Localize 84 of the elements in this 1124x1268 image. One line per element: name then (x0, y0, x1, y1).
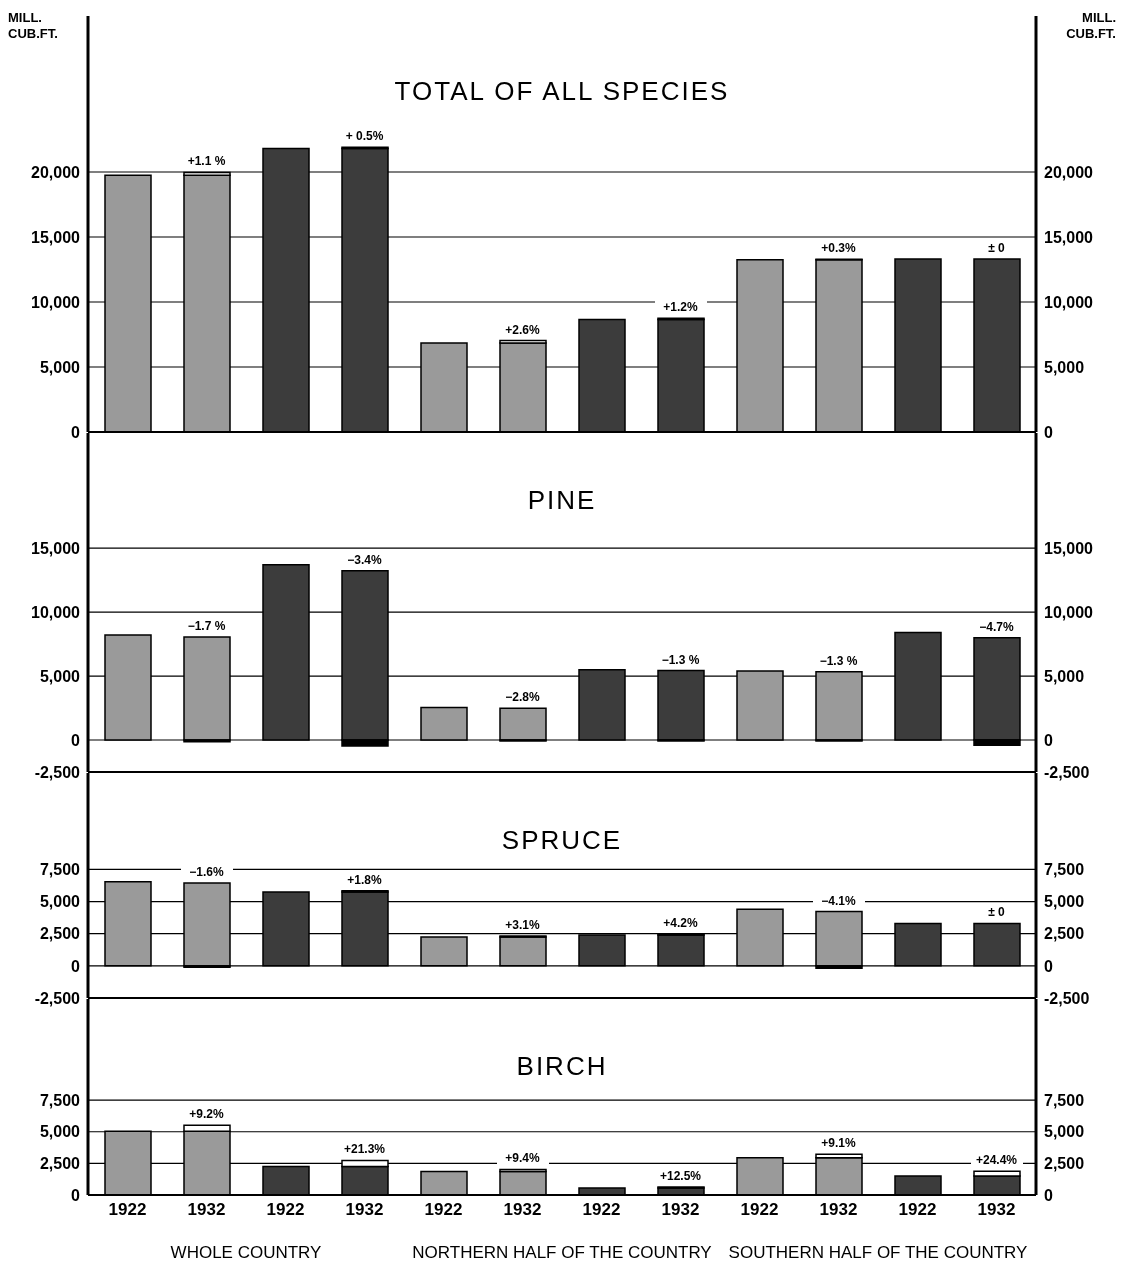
y2-tick-label: 0 (1044, 731, 1053, 749)
annotation: +1.1 % (180, 154, 233, 170)
annotation: + 0.5% (338, 129, 391, 145)
y2-tick-label: 7,500 (1044, 861, 1085, 879)
y-tick-label: 0 (71, 957, 81, 975)
y-tick-label: 20,000 (31, 163, 81, 181)
y-tick-label: 5,000 (39, 893, 81, 911)
y-tick-label: 10,000 (31, 603, 81, 621)
text: NORTHERN HALF OF THE COUNTRY (411, 1243, 713, 1263)
y-tick-label: 15,000 (31, 228, 81, 246)
y2-tick-label: 5,000 (1044, 358, 1085, 376)
annotation: ± 0 (970, 241, 1023, 257)
annotation: +24.4% (970, 1153, 1023, 1169)
y2-tick-label: 10,000 (1044, 603, 1094, 621)
x-tick-label: 1922 (108, 1200, 147, 1220)
y2-tick-label: 5,000 (1044, 1123, 1085, 1141)
annotation: −3.4% (338, 552, 391, 568)
text: WHOLE COUNTRY (169, 1243, 323, 1263)
annotation: +9.1% (812, 1136, 865, 1152)
text: TOTAL OF ALL SPECIES (393, 76, 731, 107)
y-tick-label: 5,000 (39, 667, 81, 685)
y-tick-label: 7,500 (39, 861, 81, 879)
y2-tick-label: -2,500 (1044, 989, 1090, 1007)
x-tick-label: 1922 (266, 1200, 305, 1220)
annotation: +9.4% (496, 1151, 549, 1167)
annotation: −2.8% (496, 690, 549, 706)
x-tick-label: 1932 (661, 1200, 700, 1220)
y-tick-label: 2,500 (39, 1155, 81, 1173)
annotation: −4.7% (970, 619, 1023, 635)
y2-tick-label: 0 (1044, 957, 1053, 975)
y-tick-label: 0 (71, 1186, 81, 1204)
y-tick-label: 7,500 (39, 1091, 81, 1109)
annotation: −1.3 % (654, 652, 707, 668)
annotation: +3.1% (496, 918, 549, 934)
annotation: +2.6% (496, 322, 549, 338)
y-tick-label: -2,500 (34, 763, 81, 781)
y-axis-title: MILL. CUB.FT. (8, 10, 59, 42)
annotation: +4.2% (654, 915, 707, 931)
text: BIRCH (515, 1051, 609, 1082)
annotation: −4.1% (812, 893, 865, 909)
y2-tick-label: 2,500 (1044, 925, 1085, 943)
x-tick-label: 1922 (740, 1200, 779, 1220)
y2-tick-label: 20,000 (1044, 163, 1094, 181)
x-tick-label: 1922 (424, 1200, 463, 1220)
text: SOUTHERN HALF OF THE COUNTRY (727, 1243, 1029, 1263)
y2-tick-label: 0 (1044, 423, 1053, 441)
y2-tick-label: 10,000 (1044, 293, 1094, 311)
annotation: ± 0 (970, 905, 1023, 921)
y2-tick-label: 5,000 (1044, 667, 1085, 685)
annotation: −1.7 % (180, 618, 233, 634)
text: PINE (526, 485, 598, 516)
annotation: +0.3% (812, 241, 865, 257)
y2-tick-label: 7,500 (1044, 1091, 1085, 1109)
y-tick-label: 0 (71, 731, 81, 749)
annotation: +1.2% (654, 300, 707, 316)
y-tick-label: -2,500 (34, 989, 81, 1007)
annotation: +12.5% (654, 1169, 707, 1185)
x-tick-label: 1932 (977, 1200, 1016, 1220)
annotation: +9.2% (180, 1107, 233, 1123)
y-tick-label: 5,000 (39, 358, 81, 376)
x-tick-label: 1932 (503, 1200, 542, 1220)
y2-axis-title: MILL. CUB.FT. (1065, 10, 1116, 42)
x-tick-label: 1932 (187, 1200, 226, 1220)
y2-tick-label: 5,000 (1044, 893, 1085, 911)
x-tick-label: 1932 (819, 1200, 858, 1220)
annotation: +21.3% (338, 1142, 391, 1158)
y2-tick-label: 15,000 (1044, 539, 1094, 557)
y2-tick-label: 2,500 (1044, 1155, 1085, 1173)
annotation: −1.6% (180, 864, 233, 880)
y2-tick-label: 15,000 (1044, 228, 1094, 246)
y2-tick-label: -2,500 (1044, 763, 1090, 781)
annotation: +1.8% (338, 872, 391, 888)
y-tick-label: 0 (71, 423, 81, 441)
y-tick-label: 5,000 (39, 1123, 81, 1141)
x-tick-label: 1922 (898, 1200, 937, 1220)
y-tick-label: 10,000 (31, 293, 81, 311)
y-tick-label: 2,500 (39, 925, 81, 943)
annotation: −1.3 % (812, 653, 865, 669)
y2-tick-label: 0 (1044, 1186, 1053, 1204)
x-tick-label: 1922 (582, 1200, 621, 1220)
bar (499, 707, 547, 741)
y-tick-label: 15,000 (31, 539, 81, 557)
x-tick-label: 1932 (345, 1200, 384, 1220)
text: SPRUCE (500, 825, 624, 856)
